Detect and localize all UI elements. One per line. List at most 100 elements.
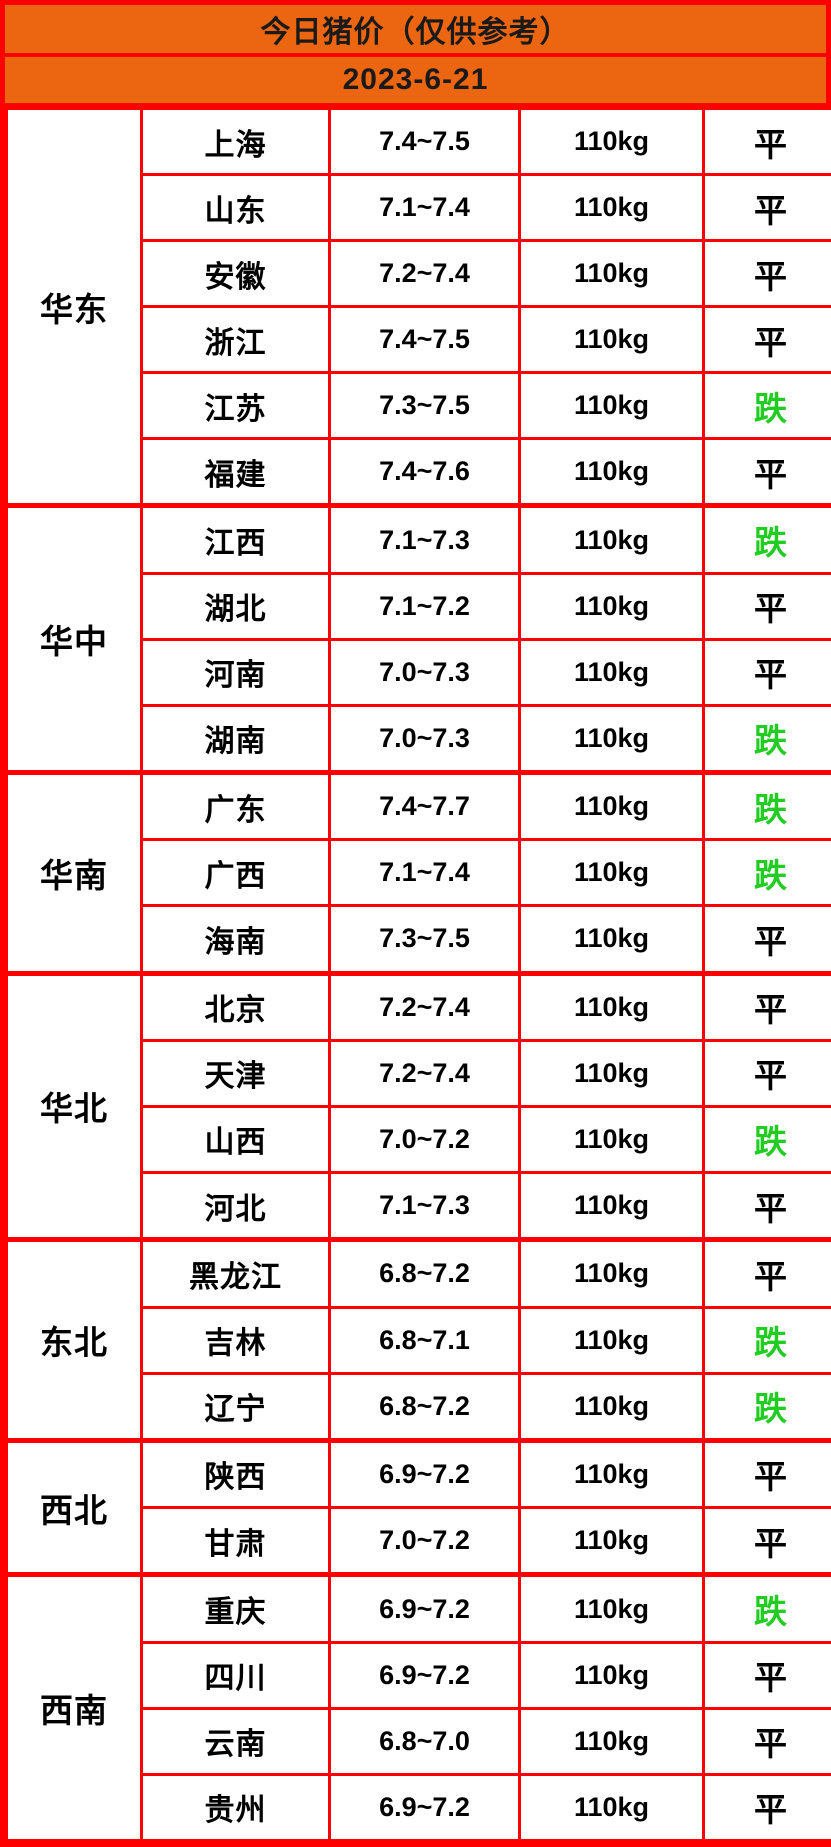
- weight-cell: 110kg: [518, 1170, 705, 1242]
- trend-cell: 平: [702, 1437, 831, 1510]
- trend-cell: 跌: [702, 1371, 831, 1442]
- trend-cell: 平: [702, 970, 831, 1042]
- table-row: 山东 7.1~7.4 110kg 平: [7, 173, 831, 243]
- weight-cell: 110kg: [518, 305, 705, 375]
- weight-cell: 110kg: [518, 1038, 705, 1108]
- province-cell: 河北: [140, 1170, 331, 1242]
- price-cell: 7.4~7.6: [328, 437, 521, 508]
- weight-cell: 110kg: [518, 970, 705, 1042]
- weight-cell: 110kg: [518, 239, 705, 309]
- table-row: 浙江 7.4~7.5 110kg 平: [7, 305, 831, 375]
- weight-cell: 110kg: [518, 1371, 705, 1442]
- price-cell: 6.9~7.2: [328, 1572, 521, 1644]
- province-cell: 辽宁: [140, 1371, 331, 1442]
- region-cell: 东北: [5, 1237, 143, 1442]
- price-cell: 7.2~7.4: [328, 970, 521, 1042]
- table-row: 江苏 7.3~7.5 110kg 跌: [7, 371, 831, 441]
- price-cell: 7.3~7.5: [328, 904, 521, 975]
- price-cell: 6.8~7.1: [328, 1305, 521, 1375]
- price-cell: 7.1~7.2: [328, 571, 521, 641]
- table-row: 海南 7.3~7.5 110kg 平: [7, 904, 831, 975]
- weight-cell: 110kg: [518, 1437, 705, 1510]
- weight-cell: 110kg: [518, 1772, 705, 1843]
- table-row: 华北 北京 7.2~7.4 110kg 平: [5, 970, 831, 1242]
- table-row: 华南 广东 7.4~7.7 110kg 跌: [5, 769, 831, 975]
- table-row: 贵州 6.9~7.2 110kg 平: [7, 1772, 831, 1843]
- province-cell: 陕西: [140, 1437, 331, 1510]
- region-cell: 华中: [5, 503, 143, 774]
- province-cell: 黑龙江: [140, 1237, 331, 1309]
- trend-cell: 跌: [702, 1104, 831, 1174]
- weight-cell: 110kg: [518, 637, 705, 707]
- table-row: 广西 7.1~7.4 110kg 跌: [7, 838, 831, 908]
- price-cell: 6.8~7.2: [328, 1237, 521, 1309]
- trend-cell: 平: [702, 437, 831, 508]
- weight-cell: 110kg: [518, 769, 705, 842]
- price-cell: 7.2~7.4: [328, 1038, 521, 1108]
- date-label: 2023-6-21: [5, 57, 826, 107]
- price-cell: 7.1~7.4: [328, 838, 521, 908]
- province-cell: 北京: [140, 970, 331, 1042]
- province-cell: 江苏: [140, 371, 331, 441]
- price-cell: 7.4~7.7: [328, 769, 521, 842]
- trend-cell: 平: [702, 1237, 831, 1309]
- table-row: 云南 6.8~7.0 110kg 平: [7, 1706, 831, 1776]
- weight-cell: 110kg: [518, 1706, 705, 1776]
- trend-cell: 跌: [702, 1305, 831, 1375]
- trend-cell: 平: [702, 1706, 831, 1776]
- trend-cell: 平: [702, 1640, 831, 1710]
- price-cell: 7.1~7.4: [328, 173, 521, 243]
- weight-cell: 110kg: [518, 173, 705, 243]
- table-row: 吉林 6.8~7.1 110kg 跌: [7, 1305, 831, 1375]
- province-cell: 吉林: [140, 1305, 331, 1375]
- table-row: 辽宁 6.8~7.2 110kg 跌: [7, 1371, 831, 1442]
- weight-cell: 110kg: [518, 437, 705, 508]
- trend-cell: 平: [702, 305, 831, 375]
- trend-cell: 平: [702, 904, 831, 975]
- table-row: 福建 7.4~7.6 110kg 平: [7, 437, 831, 508]
- province-cell: 福建: [140, 437, 331, 508]
- price-cell: 7.0~7.2: [328, 1104, 521, 1174]
- trend-cell: 跌: [702, 371, 831, 441]
- weight-cell: 110kg: [518, 1572, 705, 1644]
- table-row: 西北 陕西 6.9~7.2 110kg 平: [5, 1437, 831, 1577]
- table-row: 华中 江西 7.1~7.3 110kg 跌: [5, 503, 831, 774]
- table-row: 河南 7.0~7.3 110kg 平: [7, 637, 831, 707]
- region-cell: 西北: [5, 1437, 143, 1577]
- trend-cell: 平: [702, 1772, 831, 1843]
- table-row: 甘肃 7.0~7.2 110kg 平: [7, 1506, 831, 1577]
- price-cell: 7.1~7.3: [328, 1170, 521, 1242]
- province-cell: 山东: [140, 173, 331, 243]
- province-cell: 四川: [140, 1640, 331, 1710]
- province-cell: 甘肃: [140, 1506, 331, 1577]
- province-cell: 上海: [140, 106, 331, 177]
- province-cell: 浙江: [140, 305, 331, 375]
- table-row: 山西 7.0~7.2 110kg 跌: [7, 1104, 831, 1174]
- price-cell: 7.1~7.3: [328, 503, 521, 575]
- weight-cell: 110kg: [518, 1104, 705, 1174]
- table-row: 华东 上海 7.4~7.5 110kg 平: [5, 106, 831, 508]
- trend-cell: 跌: [702, 1572, 831, 1644]
- table-row: 安徽 7.2~7.4 110kg 平: [7, 239, 831, 309]
- trend-cell: 平: [702, 239, 831, 309]
- weight-cell: 110kg: [518, 1237, 705, 1309]
- price-cell: 7.0~7.3: [328, 703, 521, 775]
- region-cell: 华北: [5, 970, 143, 1242]
- weight-cell: 110kg: [518, 904, 705, 975]
- table-row: 东北 黑龙江 6.8~7.2 110kg 平: [5, 1237, 831, 1442]
- price-cell: 7.2~7.4: [328, 239, 521, 309]
- province-cell: 海南: [140, 904, 331, 975]
- table-row: 湖北 7.1~7.2 110kg 平: [7, 571, 831, 641]
- table-row: 四川 6.9~7.2 110kg 平: [7, 1640, 831, 1710]
- trend-cell: 跌: [702, 838, 831, 908]
- province-cell: 湖北: [140, 571, 331, 641]
- price-cell: 7.0~7.2: [328, 1506, 521, 1577]
- price-cell: 7.4~7.5: [328, 106, 521, 177]
- weight-cell: 110kg: [518, 371, 705, 441]
- province-cell: 山西: [140, 1104, 331, 1174]
- trend-cell: 平: [702, 571, 831, 641]
- trend-cell: 跌: [702, 703, 831, 775]
- weight-cell: 110kg: [518, 106, 705, 177]
- weight-cell: 110kg: [518, 571, 705, 641]
- price-cell: 7.3~7.5: [328, 371, 521, 441]
